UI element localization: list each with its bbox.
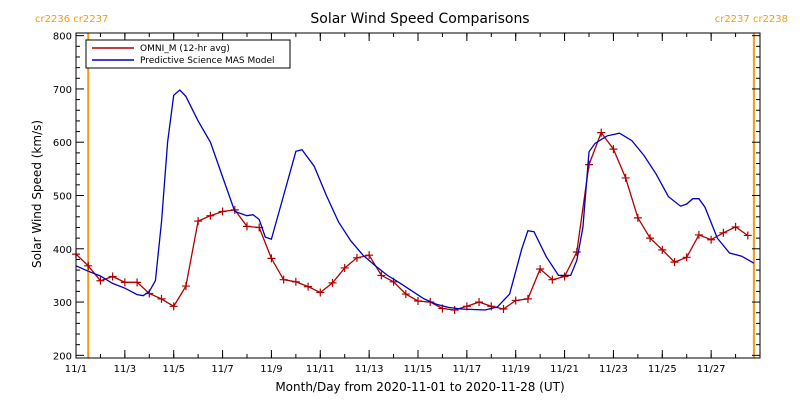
data-point-marker: [304, 282, 313, 291]
data-point-marker: [377, 271, 386, 280]
series-line-mas-model: [75, 89, 755, 311]
data-point-marker: [523, 294, 532, 303]
data-point-marker: [597, 128, 606, 137]
data-point-marker: [670, 258, 679, 267]
data-point-marker: [572, 247, 581, 256]
data-point-marker: [585, 160, 593, 169]
data-point-marker: [96, 276, 105, 285]
data-point-marker: [352, 253, 361, 262]
data-point-marker: [621, 173, 630, 182]
x-tick-label: 11/15: [404, 364, 433, 375]
data-point-marker: [206, 211, 215, 220]
data-point-marker: [120, 278, 129, 287]
data-point-marker: [267, 254, 276, 263]
legend-label: Predictive Science MAS Model: [140, 56, 275, 66]
axes: 200 300 400 500 600 700 800 11/1 11/3 11/5 11/7 11/…: [53, 32, 761, 375]
y-tick-label: 200: [53, 351, 72, 362]
legend: OMNI_M (12-hr avg) Predictive Science MAS…: [85, 39, 291, 69]
data-point-marker: [340, 263, 349, 272]
data-point-marker: [499, 304, 508, 313]
data-point-marker: [560, 272, 569, 281]
x-tick-label: 11/25: [648, 364, 677, 375]
x-tick-label: 11/23: [599, 364, 628, 375]
data-point-marker: [316, 288, 325, 297]
data-point-marker: [450, 306, 459, 315]
x-tick-label: 11/27: [697, 364, 726, 375]
carrington-label: cr2236 cr2237: [35, 14, 108, 25]
y-tick-label: 400: [53, 245, 72, 256]
data-point-marker: [609, 145, 618, 154]
data-point-marker: [694, 230, 703, 239]
data-point-marker: [133, 278, 142, 287]
y-tick-label: 800: [53, 32, 72, 43]
data-point-marker: [84, 261, 93, 270]
data-point-marker: [536, 265, 545, 274]
x-tick-label: 11/1: [65, 364, 87, 375]
y-tick-label: 300: [53, 298, 72, 309]
data-point-marker: [243, 222, 251, 231]
data-point-marker: [731, 222, 740, 231]
legend-box: [85, 39, 291, 69]
series-group: [72, 89, 755, 315]
carrington-label: cr2237 cr2238: [715, 14, 788, 25]
plot-frame: [75, 32, 761, 359]
data-point-marker: [108, 272, 117, 281]
y-tick-label: 600: [53, 138, 72, 149]
data-point-marker: [279, 275, 288, 284]
series-line-omni: [75, 131, 749, 311]
data-point-marker: [194, 217, 203, 226]
data-point-marker: [157, 294, 166, 303]
legend-label: OMNI_M (12-hr avg): [140, 44, 230, 54]
x-tick-label: 11/19: [501, 364, 530, 375]
x-tick-label: 11/21: [550, 364, 579, 375]
data-point-marker: [328, 278, 337, 287]
x-tick-label: 11/5: [162, 364, 184, 375]
data-point-marker: [475, 298, 484, 307]
data-point-marker: [707, 235, 716, 244]
data-point-marker: [511, 296, 520, 305]
data-point-marker: [291, 277, 300, 286]
x-axis-title: Month/Day from 2020-11-01 to 2020-11-28 …: [275, 380, 564, 394]
y-tick-label: 500: [53, 192, 72, 203]
data-point-marker: [169, 302, 178, 311]
x-tick-label: 11/7: [211, 364, 233, 375]
data-point-marker: [181, 282, 190, 291]
data-point-marker: [365, 251, 374, 260]
data-point-marker: [646, 234, 655, 243]
x-tick-label: 11/9: [260, 364, 282, 375]
data-point-marker: [719, 228, 728, 237]
chart-title: Solar Wind Speed Comparisons: [310, 11, 529, 27]
data-point-marker: [682, 253, 691, 262]
x-tick-label: 11/11: [306, 364, 335, 375]
data-point-marker: [743, 231, 752, 240]
data-point-marker: [414, 296, 422, 305]
data-point-marker: [548, 275, 557, 284]
data-point-marker: [401, 290, 410, 299]
x-tick-label: 11/13: [355, 364, 384, 375]
data-point-marker: [658, 245, 667, 254]
x-tick-label: 11/3: [114, 364, 136, 375]
y-axis-title: Solar Wind Speed (km/s): [30, 120, 44, 268]
x-tick-label: 11/17: [452, 364, 481, 375]
data-point-marker: [633, 213, 642, 222]
y-tick-label: 700: [53, 85, 72, 96]
data-point-marker: [218, 207, 227, 216]
